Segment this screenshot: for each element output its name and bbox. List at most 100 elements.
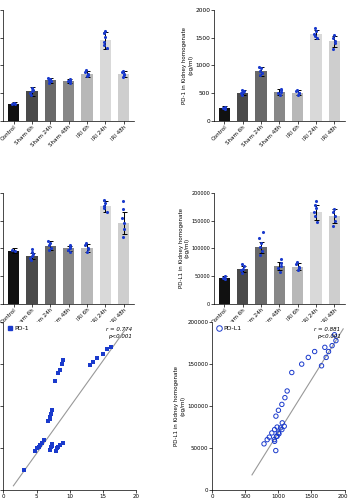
Point [284,387,290,395]
Bar [81,248,93,304]
Point [257,251,263,259]
Point [48,76,53,84]
Point [313,24,318,32]
Point [331,45,336,53]
Bar [255,247,267,304]
Point [278,258,284,266]
Point [57,366,62,374]
Point [256,62,262,70]
Point [46,78,52,86]
Point [296,88,302,96]
Point [313,201,318,209]
Point [223,105,228,113]
Point [120,206,126,214]
Point [29,88,34,96]
Point [278,256,284,264]
Point [312,348,317,356]
Point [278,85,284,93]
Bar [100,206,111,304]
Point [330,208,335,216]
Point [32,446,37,454]
Point [67,77,72,85]
Point [84,66,89,74]
Point [68,74,73,82]
Point [102,33,108,41]
Point [27,254,33,262]
Point [82,242,88,250]
Point [279,419,285,427]
Point [101,42,107,50]
Point [332,212,338,220]
Point [121,219,127,227]
Point [102,28,107,36]
Point [49,406,55,414]
Point [90,358,95,366]
Point [82,68,88,76]
Bar [63,248,74,304]
Bar [45,80,56,121]
Bar [237,269,248,304]
Point [57,442,63,450]
Point [332,331,337,339]
Bar [274,92,285,121]
Bar [8,104,19,121]
Point [9,246,15,254]
Point [278,88,283,96]
Bar [219,278,230,303]
Bar [8,250,19,304]
Point [46,237,51,245]
Point [108,344,113,351]
Point [296,89,302,97]
Point [276,429,281,437]
Point [259,68,265,76]
Point [9,100,15,108]
Bar [255,71,267,121]
Point [101,38,106,46]
Point [29,248,34,256]
Point [103,27,108,35]
Point [294,86,300,94]
Point [293,260,299,268]
Point [56,443,61,451]
Point [67,244,72,252]
Point [331,206,337,214]
Point [282,422,287,430]
Bar [81,74,93,121]
Point [222,272,228,280]
Point [60,439,66,447]
Bar [100,40,111,121]
Point [121,225,126,233]
Point [68,76,73,84]
Point [330,34,335,42]
Point [42,436,47,444]
Point [50,440,55,448]
Bar [274,266,285,304]
Point [331,222,336,230]
Point [65,78,70,86]
Point [323,354,329,362]
Point [121,70,127,78]
Point [119,68,125,76]
Point [259,238,264,246]
Point [84,248,90,256]
Bar [329,42,340,121]
Point [120,67,126,75]
Point [47,76,52,84]
Point [258,67,263,75]
Point [220,274,226,281]
Point [264,436,270,444]
Point [101,202,106,210]
Point [46,417,51,425]
Point [49,442,55,450]
Point [282,394,288,402]
Point [296,264,302,272]
Point [222,102,228,110]
Point [313,27,318,35]
Point [28,256,33,264]
Point [11,100,17,108]
Point [87,361,93,369]
Point [95,354,100,362]
Y-axis label: PD-L1 in Kidney homogenate
(pg/ml): PD-L1 in Kidney homogenate (pg/ml) [174,366,185,446]
Bar [219,108,230,121]
Point [240,88,245,96]
